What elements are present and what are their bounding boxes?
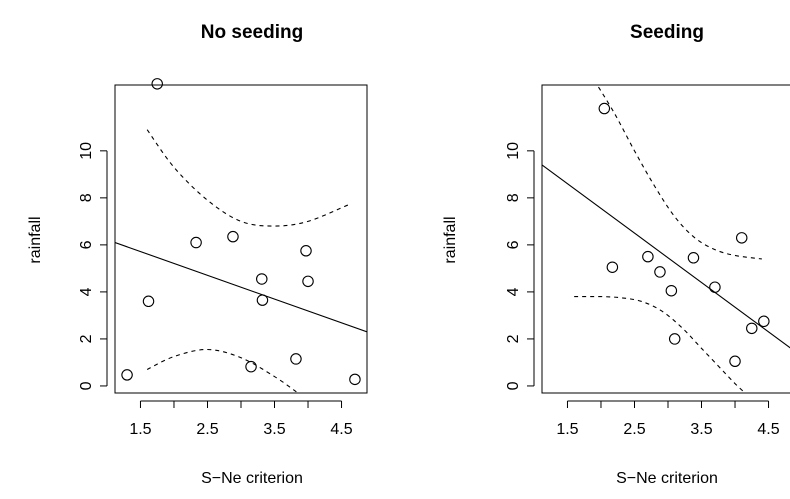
y-tick-label: 0: [505, 381, 522, 390]
data-point: [735, 232, 748, 244]
lower-confidence-curve: [574, 295, 746, 393]
plot-frame: [541, 84, 790, 394]
fit-line: [115, 242, 367, 333]
y-tick-label: 6: [78, 240, 95, 249]
data-point: [349, 373, 361, 386]
data-point: [654, 266, 666, 278]
x-tick-label: 2.5: [196, 421, 218, 438]
data-point: [758, 315, 770, 328]
x-axis-label: S−Ne criterion: [616, 470, 718, 487]
plot-frame: [114, 84, 368, 394]
x-tick-label: 1.5: [556, 421, 578, 438]
data-point: [151, 78, 163, 90]
x-axis: 1.5 2.5 3.5 4.5: [129, 400, 353, 438]
x-tick-label: 3.5: [690, 421, 712, 438]
y-tick-label: 4: [78, 287, 95, 296]
data-points: [121, 78, 361, 386]
data-point: [668, 333, 681, 345]
data-point: [245, 360, 257, 373]
y-tick-label: 10: [78, 142, 95, 160]
panel-title: Seeding: [630, 22, 704, 43]
x-axis-label: S−Ne criterion: [201, 470, 303, 487]
y-tick-label: 8: [78, 193, 95, 202]
confidence-band: [146, 129, 349, 393]
regression-line: [542, 164, 790, 349]
x-tick-label: 3.5: [263, 421, 285, 438]
upper-confidence-curve: [146, 129, 349, 227]
data-point: [256, 273, 268, 285]
data-point: [642, 250, 654, 263]
x-axis: 1.5 2.5 3.5 4.5: [556, 400, 780, 438]
lower-confidence-curve: [146, 348, 299, 393]
y-tick-label: 4: [505, 287, 522, 296]
y-tick-label: 2: [505, 334, 522, 343]
regression-line: [115, 242, 367, 333]
data-point: [302, 275, 314, 288]
x-tick-label: 1.5: [129, 421, 151, 438]
y-axis-label: rainfall: [27, 216, 44, 263]
y-tick-label: 0: [78, 381, 95, 390]
data-points: [598, 102, 770, 368]
confidence-band: [574, 85, 762, 393]
panel-title: No seeding: [201, 22, 303, 43]
data-point: [746, 322, 758, 335]
x-tick-label: 4.5: [330, 421, 352, 438]
y-axis: 0 2 4 6 8 10: [78, 142, 108, 390]
upper-confidence-curve: [596, 85, 762, 260]
y-tick-label: 6: [505, 240, 522, 249]
y-axis: 0 2 4 6 8 10: [505, 142, 535, 390]
data-point: [290, 353, 302, 365]
data-point: [300, 245, 312, 257]
data-point: [121, 369, 133, 381]
data-point: [709, 281, 721, 293]
fit-line: [542, 164, 790, 349]
data-point: [190, 236, 202, 249]
data-point: [142, 295, 155, 308]
data-point: [598, 102, 611, 115]
data-point: [729, 355, 741, 368]
y-tick-label: 8: [505, 193, 522, 202]
panel-no-seeding: No seeding S−Ne criterion rainfall 1.5 2.…: [27, 22, 368, 487]
data-point: [227, 230, 239, 243]
panel-seeding: Seeding S−Ne criterion rainfall 1.5 2.5 3.…: [442, 22, 790, 487]
y-axis-label: rainfall: [442, 216, 459, 263]
data-point: [606, 261, 619, 273]
data-point: [665, 284, 678, 297]
y-tick-label: 2: [78, 334, 95, 343]
x-tick-label: 4.5: [757, 421, 779, 438]
x-tick-label: 2.5: [623, 421, 645, 438]
data-point: [687, 252, 700, 264]
y-tick-label: 10: [505, 142, 522, 160]
data-point: [256, 294, 269, 306]
